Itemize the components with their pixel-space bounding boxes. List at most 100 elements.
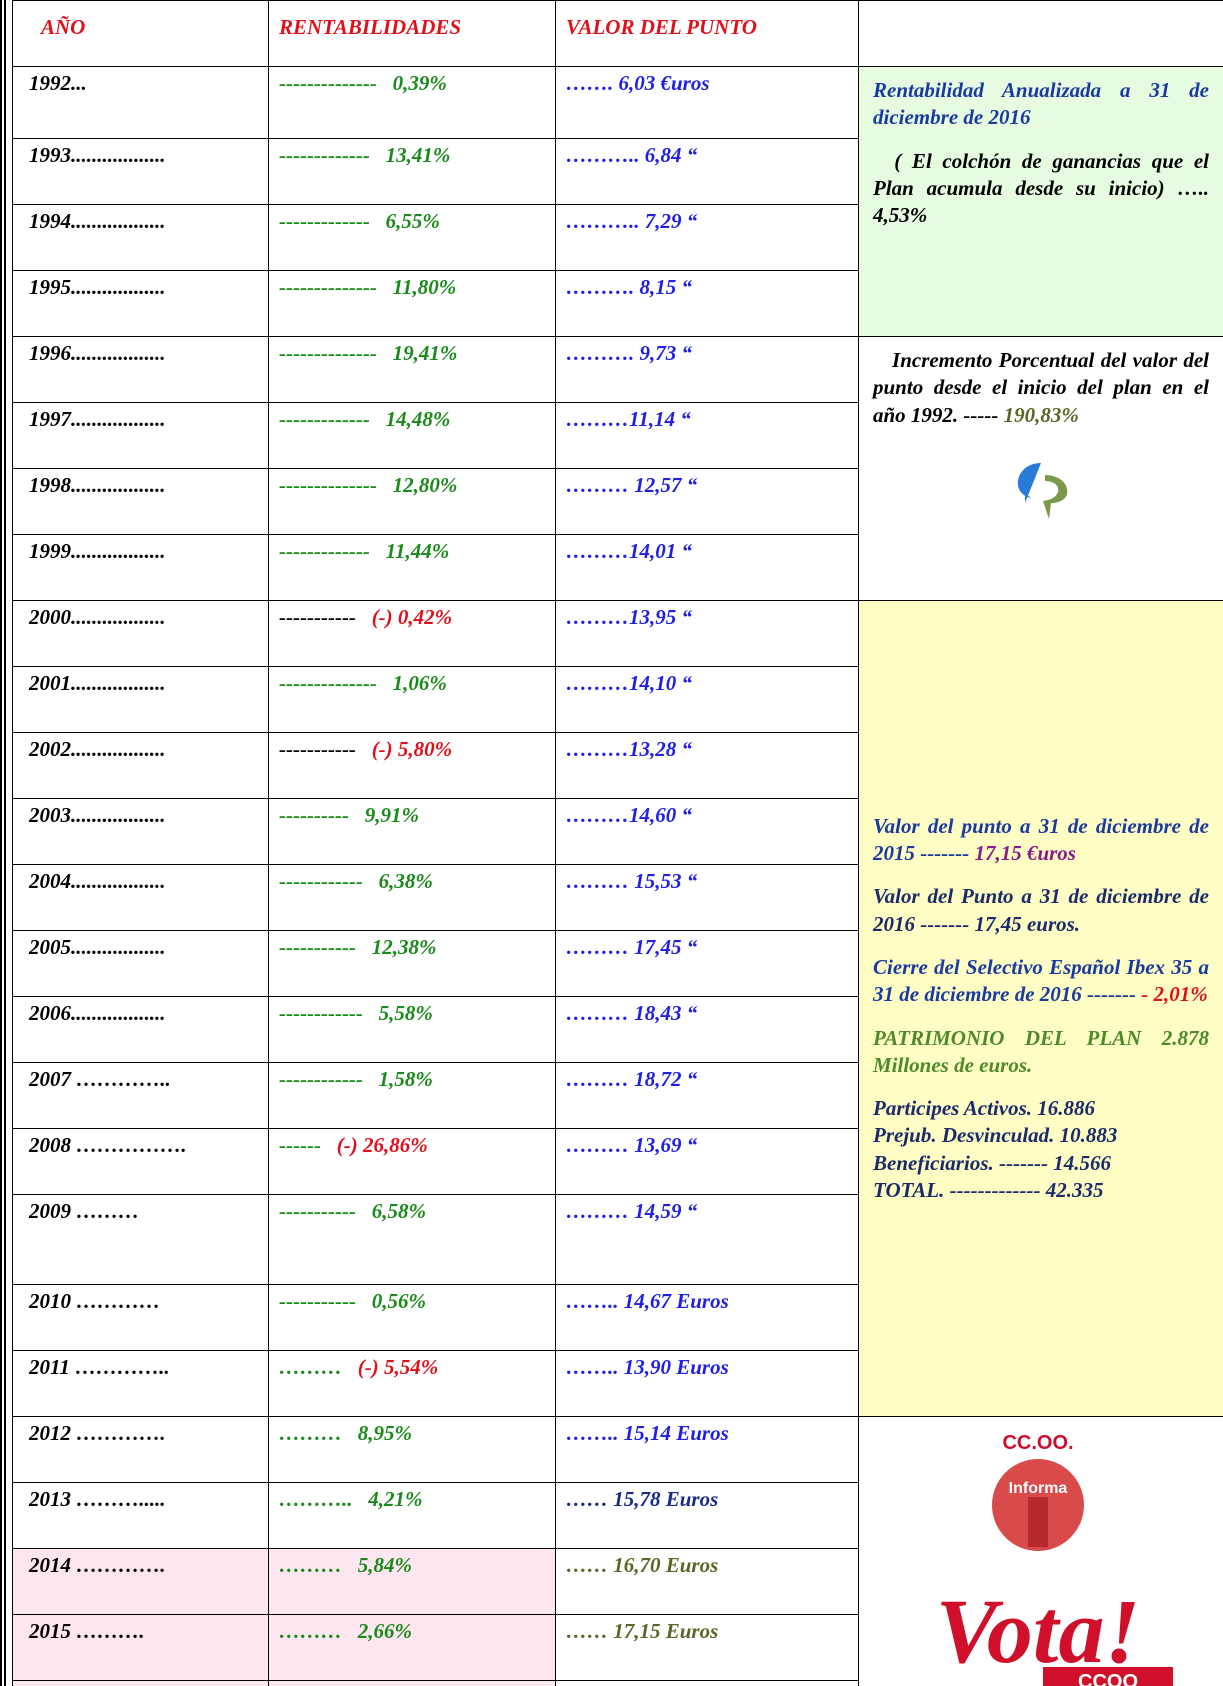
rent-value: 11,44% bbox=[385, 539, 450, 563]
row: 1995.................. -------------- 11,… bbox=[12, 270, 1223, 337]
rent-lead: ------------ bbox=[279, 869, 363, 893]
swirl-blue bbox=[1017, 462, 1041, 503]
value: - 2,01% bbox=[1141, 982, 1208, 1007]
year-cell: 1995.................. bbox=[12, 270, 269, 337]
rent-cell: ……… 5,84% bbox=[268, 1548, 556, 1615]
year-cell: 1992... bbox=[12, 66, 269, 139]
valor-cell: …… 17,45 Euros bbox=[555, 1680, 859, 1686]
side-box-1: Rentabilidad Anualizada a 31 de diciembr… bbox=[873, 77, 1209, 229]
year-cell: 2001.................. bbox=[12, 666, 269, 733]
year-cell: 1998.................. bbox=[12, 468, 269, 535]
logo-bar bbox=[1028, 1497, 1048, 1547]
year-cell: 1999.................. bbox=[12, 534, 269, 601]
year-cell: 2003.................. bbox=[12, 798, 269, 865]
rent-value: (-) 26,86% bbox=[336, 1133, 428, 1157]
year-cell: 2012 …………. bbox=[12, 1416, 269, 1483]
rent-lead: ------------- bbox=[279, 143, 370, 167]
rent-lead: -------------- bbox=[279, 473, 377, 497]
year-cell: 2008 ……………. bbox=[12, 1128, 269, 1195]
valor-cell: ……… 12,57 “ bbox=[555, 468, 859, 535]
rent-cell: ------ (-) 26,86% bbox=[268, 1128, 556, 1195]
row: 1997.................. ------------- 14,4… bbox=[12, 402, 1223, 469]
rent-cell: ------------- 6,55% bbox=[268, 204, 556, 271]
side-box-2: Incremento Porcentual del valor del punt… bbox=[873, 347, 1209, 523]
rent-cell: ------------- 14,48% bbox=[268, 402, 556, 469]
rent-value: 1,06% bbox=[392, 671, 447, 695]
rent-lead: ……….. bbox=[279, 1487, 353, 1511]
rent-value: 2,66% bbox=[357, 1619, 412, 1643]
rent-cell: ------------ 5,58% bbox=[268, 996, 556, 1063]
valor-cell: …… 16,70 Euros bbox=[555, 1548, 859, 1615]
valor-cell: ………11,14 “ bbox=[555, 402, 859, 469]
para: Participes Activos. 16.886 Prejub. Desvi… bbox=[873, 1095, 1209, 1204]
row: 2005.................. ----------- 12,38%… bbox=[12, 930, 1223, 997]
rent-cell: -------------- 19,41% bbox=[268, 336, 556, 403]
year-cell: 2011 ………….. bbox=[12, 1350, 269, 1417]
rent-lead: ------------- bbox=[279, 539, 370, 563]
valor-cell: …… 15,78 Euros bbox=[555, 1482, 859, 1549]
rent-cell: -------------- 12,80% bbox=[268, 468, 556, 535]
valor-cell: ……… 14,59 “ bbox=[555, 1194, 859, 1285]
valor-cell: …….. 14,67 Euros bbox=[555, 1284, 859, 1351]
para: Valor del Punto a 31 de diciembre de 201… bbox=[873, 884, 1209, 936]
header-cell-empty bbox=[858, 0, 1223, 67]
row: 1996.................. -------------- 19,… bbox=[12, 336, 1223, 601]
rent-value: 4,21% bbox=[368, 1487, 423, 1511]
rent-value: 6,55% bbox=[385, 209, 440, 233]
valor-cell: …… 17,15 Euros bbox=[555, 1614, 859, 1681]
row: 1999.................. ------------- 11,4… bbox=[12, 534, 1223, 601]
header-cell: VALOR DEL PUNTO bbox=[555, 0, 859, 67]
valor-cell: ……… 17,45 “ bbox=[555, 930, 859, 997]
valor-cell: ………14,60 “ bbox=[555, 798, 859, 865]
row: 1993.................. ------------- 13,4… bbox=[12, 138, 1223, 205]
text-bold: desde su inicio) bbox=[1015, 175, 1165, 200]
rent-value: 12,38% bbox=[371, 935, 437, 959]
rentabilidad-table: AÑO RENTABILIDADES VALOR DEL PUNTO 1992... -… bbox=[12, 0, 1223, 1686]
row: 1998.................. -------------- 12,… bbox=[12, 468, 1223, 535]
rent-cell: ……… (-) 5,54% bbox=[268, 1350, 556, 1417]
logo-ccoo: CC.OO. bbox=[1002, 1432, 1073, 1454]
row: 2009 ……… ----------- 6,58%……… 14,59 “ bbox=[12, 1194, 1223, 1285]
year-cell: 2013 ………..... bbox=[12, 1482, 269, 1549]
year-cell: 2005.................. bbox=[12, 930, 269, 997]
row: 2007 ………….. ------------ 1,58%……… 18,72 “ bbox=[12, 1062, 1223, 1129]
row: 2013 ………..... ……….. 4,21% …… 15,78 Euros bbox=[12, 1482, 1223, 1549]
valor-cell: …….. 15,14 Euros bbox=[555, 1416, 859, 1483]
year-cell: 2014 …………. bbox=[12, 1548, 269, 1615]
logo-ccoo-box: CCOO bbox=[1078, 1671, 1138, 1686]
valor-cell: ………. 8,15 “ bbox=[555, 270, 859, 337]
valor-cell: ……. 6,03 €uros bbox=[555, 66, 859, 139]
year-cell: 2002.................. bbox=[12, 732, 269, 799]
row: 2004.................. ------------ 6,38%… bbox=[12, 864, 1223, 931]
box-text: Incremento Porcentual del valor del punt… bbox=[873, 347, 1209, 429]
rent-value: 12,80% bbox=[392, 473, 458, 497]
line: TOTAL. ------------- 42.335 bbox=[873, 1177, 1104, 1202]
rent-cell: ----------- (-) 5,80% bbox=[268, 732, 556, 799]
rent-lead: ----------- bbox=[279, 605, 356, 629]
rent-value: 5,58% bbox=[378, 1001, 433, 1025]
valor-cell: ……… 18,43 “ bbox=[555, 996, 859, 1063]
valor-cell: ………13,95 “ bbox=[555, 600, 859, 667]
rent-lead: ---------- bbox=[279, 803, 349, 827]
text: ( El colchón de ganancias que el Plan ac… bbox=[873, 148, 1209, 200]
year-cell: 2009 ……… bbox=[12, 1194, 269, 1285]
side-cell: CC.OO. Informa Vota! CCOO bbox=[858, 1416, 1223, 1686]
rent-cell: ------------- 13,41% bbox=[268, 138, 556, 205]
side-logos: CC.OO. Informa Vota! CCOO bbox=[873, 1427, 1210, 1686]
rent-lead: -------------- bbox=[279, 671, 377, 695]
rent-cell: ---------- 9,91% bbox=[268, 798, 556, 865]
rent-cell: ------------ 6,38% bbox=[268, 864, 556, 931]
rent-lead: ……… bbox=[279, 1553, 342, 1577]
year-cell: 1993.................. bbox=[12, 138, 269, 205]
rent-lead: ----------- bbox=[279, 935, 356, 959]
rent-cell: ----------- 0,56% bbox=[268, 1284, 556, 1351]
rent-value: 19,41% bbox=[392, 341, 458, 365]
rent-cell: ……….. 1,75% bbox=[268, 1680, 556, 1686]
box-title: Rentabilidad Anualizada a 31 de diciembr… bbox=[873, 78, 1209, 130]
row: 2014 ………….……… 5,84%…… 16,70 Euros bbox=[12, 1548, 1223, 1615]
rent-value: 6,38% bbox=[378, 869, 433, 893]
value: 17,15 €uros bbox=[974, 841, 1076, 866]
rent-cell: ----------- (-) 0,42% bbox=[268, 600, 556, 667]
